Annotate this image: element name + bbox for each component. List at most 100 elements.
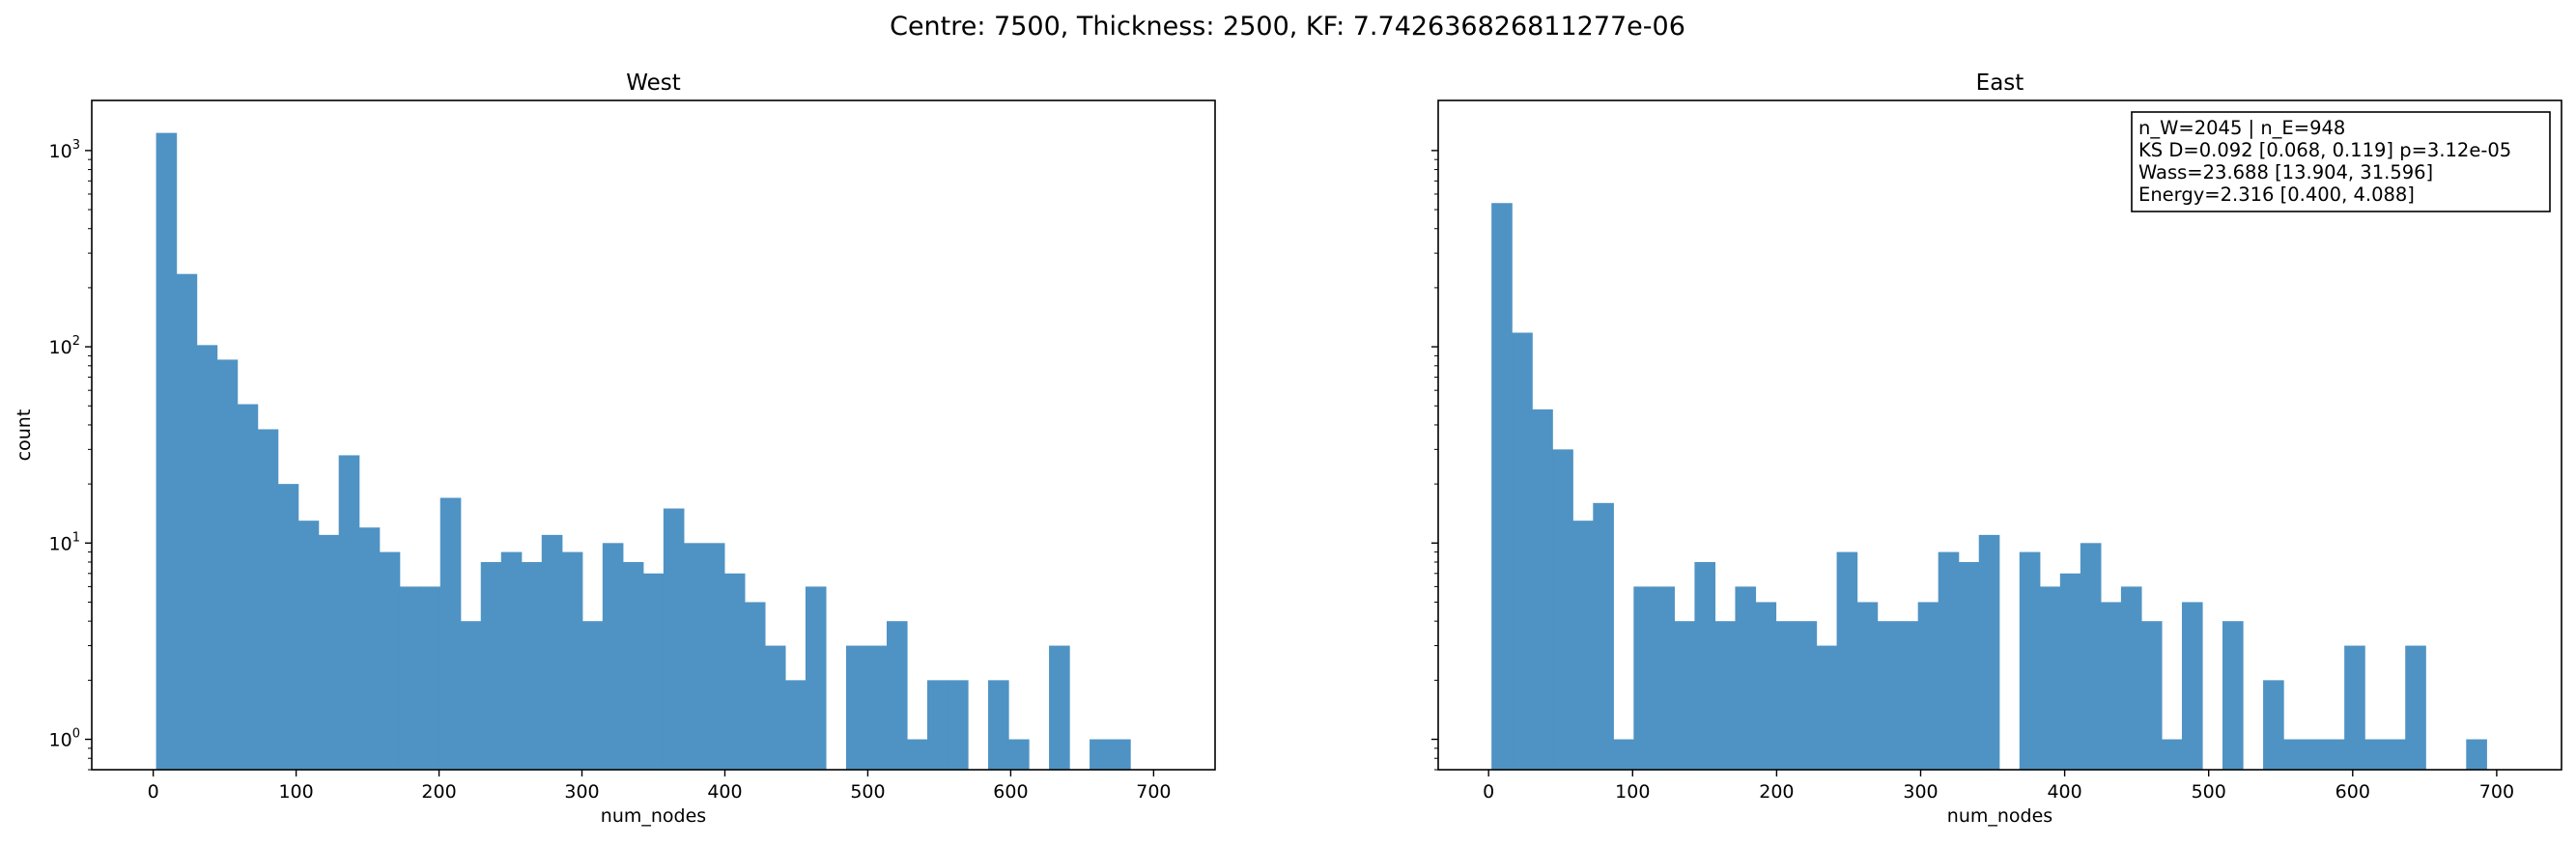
panel-west: 0 100 200 300 400 500 600 700 100 101 102 103 West nu… — [14, 70, 1216, 827]
east-bar-42 — [2344, 645, 2365, 770]
west-xtick-label: 0 — [148, 781, 159, 803]
east-bar-30 — [2100, 602, 2122, 770]
west-xtick-label: 700 — [1136, 781, 1171, 803]
east-bar-26 — [2019, 551, 2041, 770]
west-ylabel: count — [14, 409, 35, 462]
west-bar-14 — [439, 497, 462, 770]
west-bar-17 — [500, 551, 523, 770]
east-bar-17 — [1836, 551, 1858, 770]
stats-box: n_W=2045 | n_E=948 KS D=0.092 [0.068, 0.… — [2131, 111, 2551, 212]
west-title: West — [626, 70, 681, 96]
west-bar-6 — [277, 484, 299, 770]
east-bar-8 — [1654, 586, 1675, 770]
west-bar-0 — [156, 132, 178, 771]
west-ytick-label: 103 — [49, 138, 80, 162]
east-bar-41 — [2324, 739, 2345, 770]
east-bar-14 — [1775, 621, 1798, 770]
west-bar-26 — [683, 543, 705, 770]
east-bar-19 — [1877, 621, 1899, 770]
west-xtick-label: 400 — [707, 781, 742, 803]
east-bar-21 — [1917, 602, 1939, 770]
figure-suptitle: Centre: 7500, Thickness: 2500, KF: 7.742… — [890, 12, 1685, 42]
west-bar-22 — [602, 543, 624, 770]
east-bar-9 — [1674, 621, 1695, 770]
east-bar-18 — [1856, 602, 1879, 770]
west-bar-24 — [642, 573, 665, 770]
west-bar-10 — [358, 527, 381, 770]
east-bar-39 — [2283, 739, 2305, 770]
west-bar-4 — [237, 404, 259, 770]
east-title: East — [1976, 70, 2024, 96]
west-bar-3 — [216, 359, 239, 770]
east-bar-34 — [2181, 602, 2203, 770]
west-bar-42 — [1008, 739, 1030, 770]
west-bar-7 — [297, 521, 320, 770]
stats-line-wass: Wass=23.688 [13.904, 31.596] — [2138, 161, 2433, 183]
east-bar-36 — [2222, 621, 2244, 770]
east-bar-33 — [2161, 739, 2183, 770]
east-bar-0 — [1491, 203, 1513, 770]
west-bar-35 — [865, 645, 888, 770]
west-bar-12 — [399, 586, 421, 770]
west-bar-11 — [379, 551, 401, 770]
east-bar-13 — [1755, 602, 1777, 770]
west-bar-44 — [1049, 645, 1070, 770]
east-bar-29 — [2080, 543, 2102, 770]
west-bar-1 — [176, 273, 198, 770]
west-bar-27 — [703, 543, 725, 770]
east-bar-6 — [1613, 739, 1634, 770]
west-bar-15 — [460, 621, 482, 770]
east-bar-4 — [1572, 521, 1594, 770]
east-bar-22 — [1938, 551, 1960, 770]
west-ytick-label: 100 — [49, 727, 80, 751]
west-bar-47 — [1110, 739, 1131, 770]
west-bar-28 — [723, 573, 746, 770]
west-bar-16 — [480, 562, 502, 770]
stats-line-energy: Energy=2.316 [0.400, 4.088] — [2138, 183, 2415, 206]
east-bar-40 — [2304, 739, 2325, 770]
east-bar-2 — [1532, 409, 1553, 770]
west-bar-29 — [744, 602, 766, 770]
west-bar-36 — [886, 621, 908, 770]
west-xlabel: num_nodes — [601, 805, 706, 827]
east-bar-20 — [1897, 621, 1919, 770]
west-xtick-label: 100 — [278, 781, 313, 803]
west-ytick-label: 101 — [49, 530, 80, 554]
east-bar-45 — [2405, 645, 2426, 770]
east-xtick-label: 600 — [2335, 781, 2370, 803]
west-bar-34 — [845, 645, 867, 770]
east-xtick-label: 100 — [1615, 781, 1650, 803]
east-bar-44 — [2385, 739, 2406, 770]
west-bar-30 — [764, 645, 786, 770]
east-bar-48 — [2466, 739, 2487, 770]
east-bar-32 — [2140, 621, 2163, 770]
west-bar-18 — [521, 562, 543, 770]
east-xtick-label: 0 — [1483, 781, 1494, 803]
east-bar-11 — [1714, 621, 1737, 770]
west-ytick-label: 102 — [49, 334, 80, 358]
east-bar-15 — [1796, 621, 1818, 770]
east-bar-38 — [2263, 680, 2284, 770]
west-bar-8 — [318, 534, 340, 770]
stats-line-ks: KS D=0.092 [0.068, 0.119] p=3.12e-05 — [2138, 139, 2511, 161]
east-bar-10 — [1694, 562, 1716, 770]
west-bar-39 — [948, 680, 969, 770]
west-bar-5 — [257, 429, 279, 770]
stats-box-frame — [2131, 111, 2551, 212]
west-bar-32 — [805, 586, 827, 770]
west-bar-38 — [927, 680, 948, 770]
east-xtick-label: 200 — [1759, 781, 1794, 803]
west-bar-41 — [988, 680, 1009, 770]
west-bar-37 — [906, 739, 928, 770]
west-xtick-label: 200 — [421, 781, 456, 803]
west-xtick-label: 300 — [564, 781, 599, 803]
east-bar-23 — [1958, 562, 1980, 770]
east-bar-12 — [1735, 586, 1757, 770]
east-bar-1 — [1512, 332, 1533, 770]
west-xtick-label: 500 — [850, 781, 885, 803]
west-bar-25 — [663, 508, 685, 770]
east-axes-frame — [1437, 99, 2562, 771]
east-bar-16 — [1816, 645, 1838, 770]
east-bar-7 — [1633, 586, 1655, 770]
east-bar-28 — [2059, 573, 2081, 770]
